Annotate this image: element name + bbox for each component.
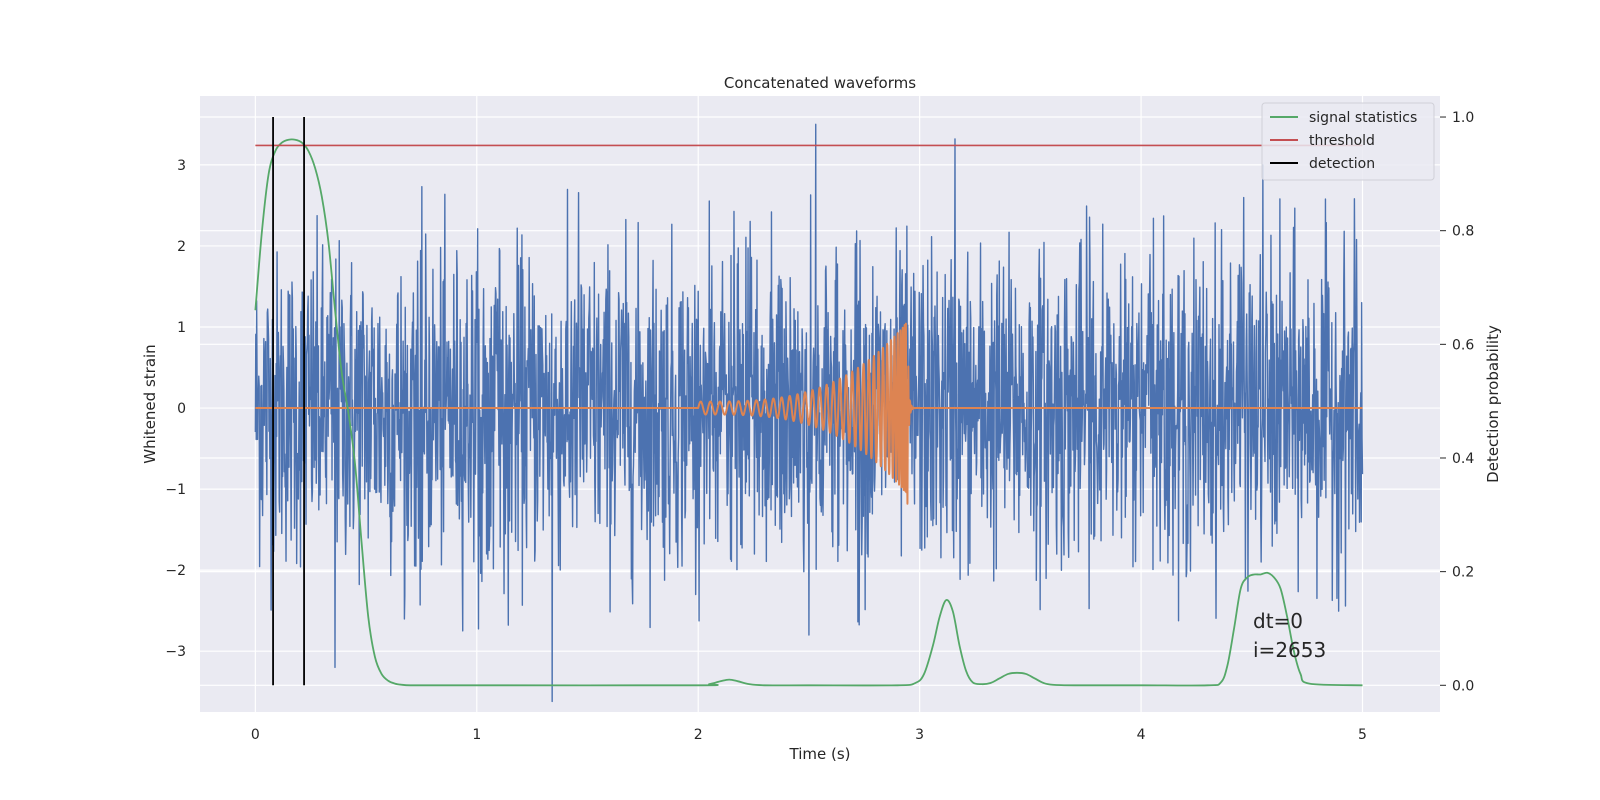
right-y-tick-labels: 0.0 0.2 0.4 0.6 0.8 1.0 — [1440, 110, 1474, 694]
annotation-index: i=2653 — [1253, 638, 1326, 662]
left-y-tick-label: 3 — [177, 158, 186, 174]
right-y-tick-label: 0.8 — [1452, 224, 1474, 240]
x-tick-label: 0 — [251, 727, 260, 743]
left-y-tick-label: −1 — [165, 482, 186, 498]
right-y-tick-label: 0.6 — [1452, 337, 1474, 353]
noise-strain-series — [254, 123, 1364, 703]
legend-label: signal statistics — [1309, 110, 1417, 126]
x-tick-labels: 0 1 2 3 4 5 — [251, 727, 1367, 743]
right-y-tick-label: 1.0 — [1452, 110, 1474, 126]
series-layer — [254, 117, 1364, 703]
x-tick-label: 4 — [1137, 727, 1146, 743]
left-y-tick-labels: −3 −2 −1 0 1 2 3 — [165, 158, 186, 660]
left-y-tick-label: 2 — [177, 239, 186, 255]
left-y-tick-label: 1 — [177, 320, 186, 336]
x-tick-label: 3 — [915, 727, 924, 743]
signal-statistics-series — [254, 138, 1363, 687]
left-y-axis-label: Whitened strain — [141, 344, 159, 463]
right-y-tick-label: 0.0 — [1452, 678, 1474, 694]
annotation-dt: dt=0 — [1253, 609, 1303, 633]
x-axis-label: Time (s) — [789, 745, 851, 763]
x-tick-label: 1 — [472, 727, 481, 743]
chart-title: Concatenated waveforms — [724, 74, 916, 92]
x-tick-label: 5 — [1358, 727, 1367, 743]
legend-box — [1261, 102, 1435, 181]
right-y-tick-label: 0.2 — [1452, 565, 1474, 581]
legend: signal statistics threshold detection — [1261, 102, 1435, 181]
legend-label: detection — [1309, 156, 1375, 172]
left-y-tick-label: −2 — [165, 563, 186, 579]
left-y-tick-label: −3 — [165, 644, 186, 660]
right-y-axis-label: Detection probability — [1484, 325, 1502, 483]
chirp-waveform-series — [255, 322, 1363, 505]
legend-label: threshold — [1309, 133, 1375, 149]
x-tick-label: 2 — [694, 727, 703, 743]
right-y-tick-label: 0.4 — [1452, 451, 1474, 467]
left-y-tick-label: 0 — [177, 401, 186, 417]
